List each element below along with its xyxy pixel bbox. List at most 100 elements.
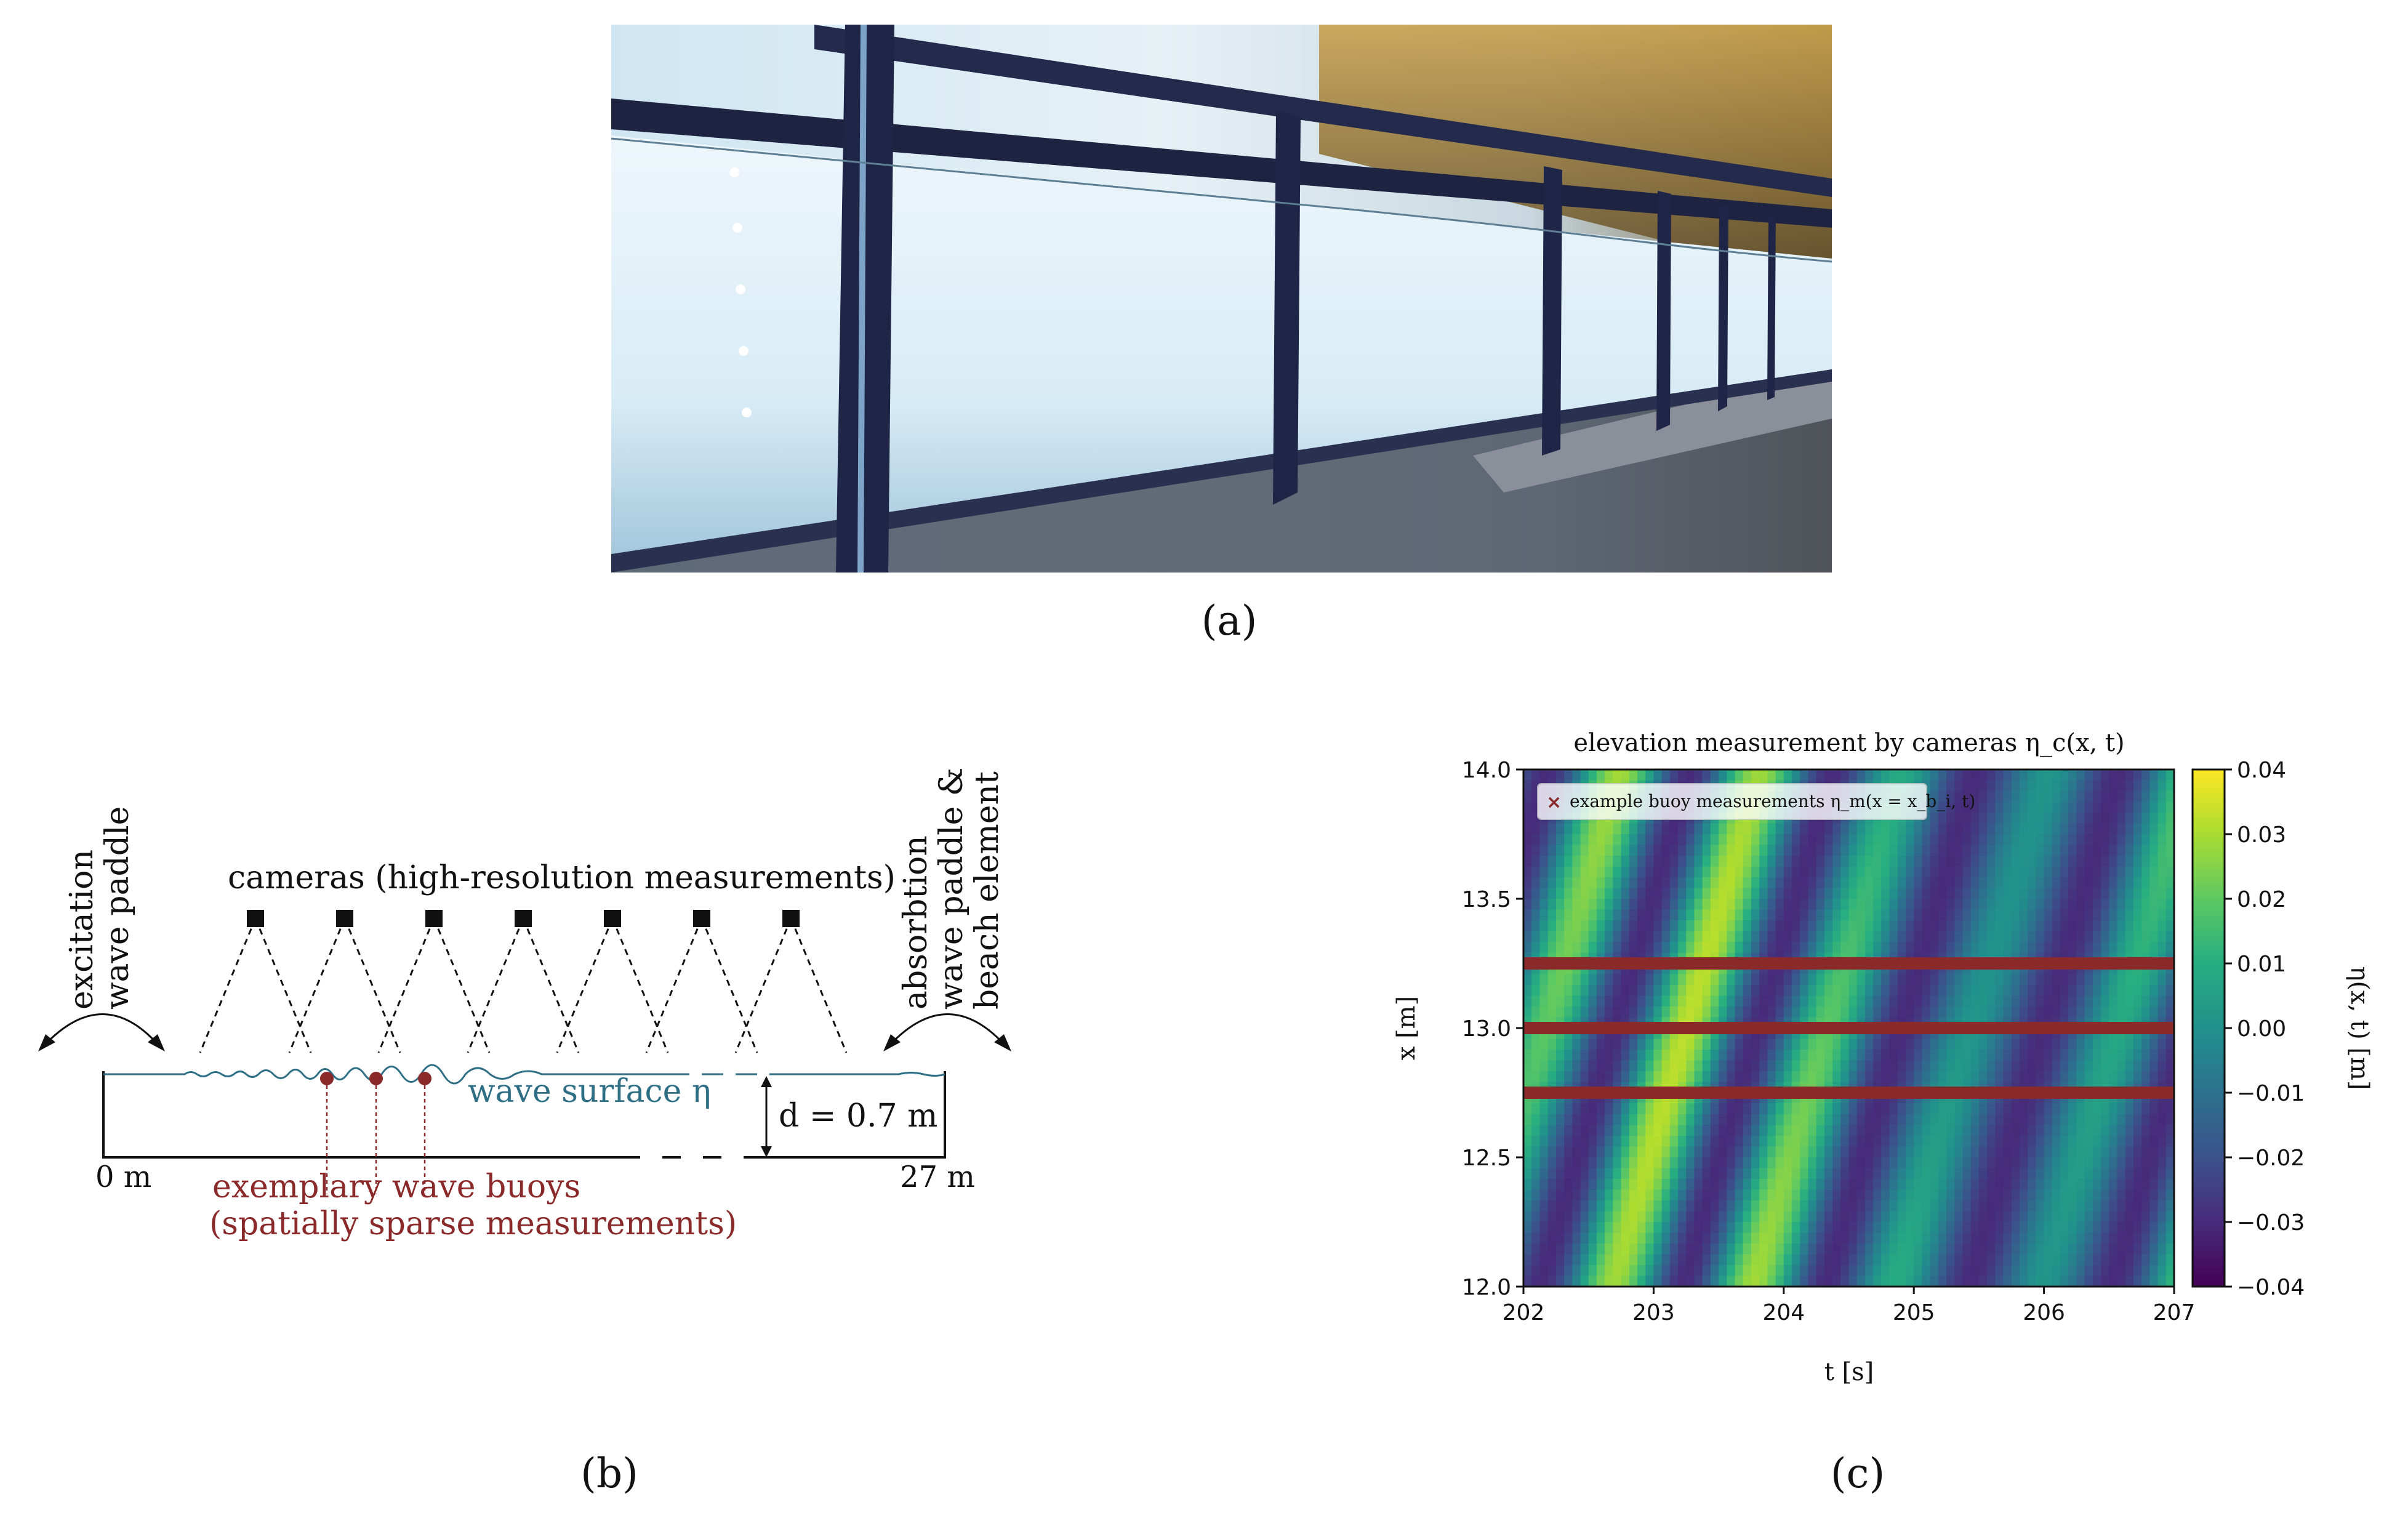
heatmap-cell bbox=[1938, 791, 1947, 803]
heatmap-cell bbox=[1531, 1211, 1541, 1223]
heatmap-cell bbox=[1759, 823, 1768, 835]
heatmap-cell bbox=[2028, 802, 2036, 813]
heatmap-cell bbox=[1824, 866, 1833, 878]
heatmap-cell bbox=[1710, 909, 1719, 921]
heatmap-cell bbox=[2117, 985, 2126, 997]
heatmap-cell bbox=[1653, 1276, 1663, 1287]
heatmap-cell bbox=[2109, 1114, 2118, 1126]
heatmap-cell bbox=[1759, 1125, 1768, 1136]
heatmap-cell bbox=[1686, 834, 1695, 846]
heatmap-cell bbox=[1962, 1232, 1972, 1244]
heatmap-cell bbox=[1572, 920, 1581, 932]
heatmap-cell bbox=[2084, 1211, 2093, 1223]
heatmap-cell bbox=[1848, 1265, 1858, 1277]
heatmap-cell bbox=[1678, 995, 1687, 1007]
heatmap-cell bbox=[2101, 1007, 2109, 1018]
heatmap-cell bbox=[1962, 813, 1972, 824]
heatmap-cell bbox=[1686, 823, 1695, 835]
heatmap-cell bbox=[1605, 1146, 1613, 1158]
heatmap-cell bbox=[1645, 1060, 1654, 1072]
heatmap-cell bbox=[1727, 1179, 1736, 1191]
heatmap-cell bbox=[2133, 1200, 2142, 1212]
heatmap-cell bbox=[2028, 1071, 2036, 1083]
heatmap-cell bbox=[1864, 942, 1874, 954]
heatmap-cell bbox=[1539, 985, 1549, 997]
heatmap-cell bbox=[2157, 985, 2167, 997]
heatmap-cell bbox=[1759, 1211, 1768, 1223]
heatmap-cell bbox=[1661, 1265, 1671, 1277]
heatmap-cell bbox=[2101, 1244, 2109, 1255]
heatmap-cell bbox=[1694, 1007, 1703, 1018]
heatmap-cell bbox=[1719, 1254, 1727, 1266]
heatmap-cell bbox=[2036, 985, 2045, 997]
heatmap-cell bbox=[2028, 1254, 2036, 1266]
heatmap-cell bbox=[2141, 1265, 2150, 1277]
heatmap-cell bbox=[1613, 974, 1622, 986]
heatmap-cell bbox=[1710, 1168, 1719, 1179]
heatmap-cell bbox=[2028, 866, 2036, 878]
heatmap-cell bbox=[1905, 1200, 1914, 1212]
heatmap-cell bbox=[2092, 791, 2101, 803]
heatmap-cell bbox=[2117, 1060, 2126, 1072]
heatmap-cell bbox=[1555, 1211, 1565, 1223]
heatmap-cell bbox=[1938, 931, 1947, 942]
heatmap-cell bbox=[2133, 1189, 2142, 1201]
heatmap-cell bbox=[1970, 899, 1980, 910]
heatmap-cell bbox=[1572, 1071, 1581, 1083]
heatmap-cell bbox=[2117, 877, 2126, 889]
heatmap-cell bbox=[1564, 1157, 1573, 1169]
heatmap-cell bbox=[1970, 834, 1980, 846]
heatmap-cell bbox=[1962, 920, 1972, 932]
camera-icon bbox=[782, 910, 800, 927]
heatmap-cell bbox=[1987, 1050, 1996, 1061]
heatmap-cell bbox=[1686, 1125, 1695, 1136]
heatmap-cell bbox=[2117, 1254, 2126, 1266]
heatmap-cell bbox=[1629, 1200, 1638, 1212]
heatmap-cell bbox=[1621, 1265, 1630, 1277]
heatmap-cell bbox=[2101, 1179, 2109, 1191]
heatmap-cell bbox=[1564, 856, 1573, 867]
heatmap-cell bbox=[2044, 802, 2053, 813]
heatmap-panel: elevation measurement by cameras η_c(x, … bbox=[1354, 720, 2408, 1410]
heatmap-cell bbox=[1856, 866, 1866, 878]
heatmap-cell bbox=[1531, 877, 1541, 889]
heatmap-cell bbox=[1645, 931, 1654, 942]
heatmap-cell bbox=[2028, 1114, 2036, 1126]
heatmap-cell bbox=[1645, 1071, 1654, 1083]
buoy-marker bbox=[369, 1072, 383, 1085]
heatmap-cell bbox=[1645, 1050, 1654, 1061]
heatmap-cell bbox=[1564, 1039, 1573, 1050]
heatmap-cell bbox=[1905, 856, 1914, 867]
heatmap-cell bbox=[1661, 1060, 1671, 1072]
heatmap-cell bbox=[1914, 899, 1923, 910]
heatmap-cell bbox=[1759, 1254, 1768, 1266]
heatmap-cell bbox=[2084, 791, 2093, 803]
heatmap-cell bbox=[1751, 1007, 1760, 1018]
heatmap-cell bbox=[2092, 1103, 2101, 1115]
heatmap-cell bbox=[1792, 1039, 1800, 1050]
heatmap-cell bbox=[2076, 1276, 2085, 1287]
heatmap-cell bbox=[1719, 974, 1727, 986]
heatmap-cell bbox=[1840, 834, 1850, 846]
heatmap-cell bbox=[1555, 931, 1565, 942]
heatmap-cell bbox=[1669, 845, 1679, 856]
heatmap-cell bbox=[1832, 856, 1841, 867]
heatmap-cell bbox=[1539, 974, 1549, 986]
heatmap-cell bbox=[1808, 942, 1817, 954]
heatmap-cell bbox=[1995, 1232, 2004, 1244]
heatmap-cell bbox=[1800, 1071, 1809, 1083]
heatmap-cell bbox=[2003, 1179, 2012, 1191]
heatmap-cell bbox=[1962, 1254, 1972, 1266]
heatmap-cell bbox=[1564, 974, 1573, 986]
heatmap-cell bbox=[1970, 909, 1980, 921]
heatmap-cell bbox=[2092, 1189, 2101, 1201]
heatmap-cell bbox=[1572, 1189, 1581, 1201]
heatmap-cell bbox=[2044, 856, 2053, 867]
heatmap-cell bbox=[1564, 1276, 1573, 1287]
heatmap-cell bbox=[1970, 942, 1980, 954]
heatmap-cell bbox=[1686, 845, 1695, 856]
heatmap-cell bbox=[2036, 1125, 2045, 1136]
heatmap-cell bbox=[1792, 1222, 1800, 1234]
heatmap-cell bbox=[2165, 888, 2174, 899]
heatmap-cell bbox=[1743, 1222, 1752, 1234]
